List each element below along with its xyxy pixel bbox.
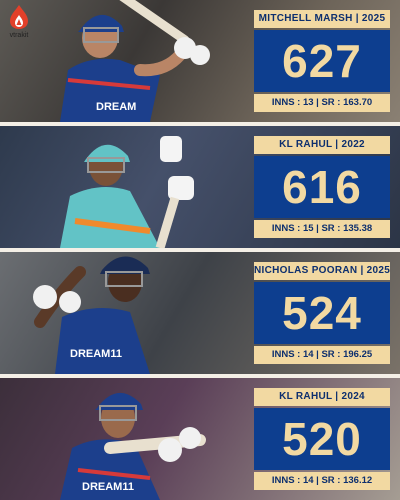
stat-card: KL RAHUL | 2024 520 INNS : 14 | SR : 136… (254, 388, 390, 490)
runs-value: 616 (254, 156, 390, 218)
record-panel-2: KL RAHUL | 2022 616 INNS : 15 | SR : 135… (0, 126, 400, 248)
record-panel-1: DREAM MITCHELL MARSH | 2025 627 INNS : 1… (0, 0, 400, 122)
jersey-sponsor: DREAM11 (70, 348, 122, 360)
batter-photo: DREAM11 (60, 392, 206, 500)
jersey-sponsor: DREAM11 (82, 481, 134, 493)
batter-photo (60, 136, 194, 248)
stat-card: MITCHELL MARSH | 2025 627 INNS : 13 | SR… (254, 10, 390, 112)
runs-value: 520 (254, 408, 390, 470)
player-season-label: NICHOLAS POORAN | 2025 (254, 262, 390, 280)
innings-strike-rate: INNS : 13 | SR : 163.70 (254, 94, 390, 112)
batter-photo: DREAM (60, 0, 210, 122)
batter-photo: DREAM11 (33, 256, 150, 374)
stat-card: NICHOLAS POORAN | 2025 524 INNS : 14 | S… (254, 262, 390, 364)
record-panel-3: DREAM11 NICHOLAS POORAN | 2025 524 INNS … (0, 252, 400, 374)
runs-value: 627 (254, 30, 390, 92)
player-season-label: KL RAHUL | 2022 (254, 136, 390, 154)
player-season-label: MITCHELL MARSH | 2025 (254, 10, 390, 28)
jersey-sponsor: DREAM (96, 101, 136, 113)
innings-strike-rate: INNS : 14 | SR : 136.12 (254, 472, 390, 490)
innings-strike-rate: INNS : 15 | SR : 135.38 (254, 220, 390, 238)
flame-icon (10, 5, 28, 29)
player-season-label: KL RAHUL | 2024 (254, 388, 390, 406)
vtrakit-logo: vtrakit (4, 4, 34, 48)
runs-value: 524 (254, 282, 390, 344)
stat-card: KL RAHUL | 2022 616 INNS : 15 | SR : 135… (254, 136, 390, 238)
innings-strike-rate: INNS : 14 | SR : 196.25 (254, 346, 390, 364)
brand-name: vtrakit (9, 32, 29, 39)
record-panel-4: DREAM11 KL RAHUL | 2024 520 INNS : 14 | … (0, 378, 400, 500)
